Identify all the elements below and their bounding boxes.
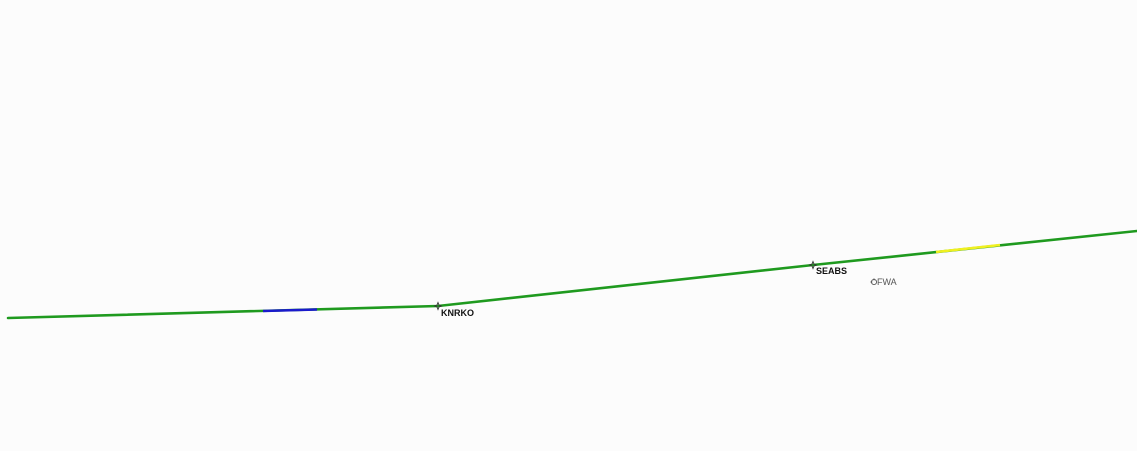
waypoint-seabs[interactable]: SEABS (808, 260, 848, 277)
navaid-vor-icon (870, 278, 878, 286)
waypoint-star-icon (808, 260, 818, 270)
route-line (6, 229, 1137, 320)
route-segment-yellow (935, 243, 1001, 254)
route-segment-blue (262, 308, 318, 313)
navaid-label: FWA (877, 277, 897, 287)
waypoint-star-icon (433, 301, 443, 311)
navaid-fwa[interactable]: FWA (870, 277, 897, 287)
waypoint-label: KNRKO (441, 308, 474, 318)
waypoint-knrko[interactable]: KNRKO (433, 301, 475, 319)
waypoint-label: SEABS (816, 266, 847, 276)
